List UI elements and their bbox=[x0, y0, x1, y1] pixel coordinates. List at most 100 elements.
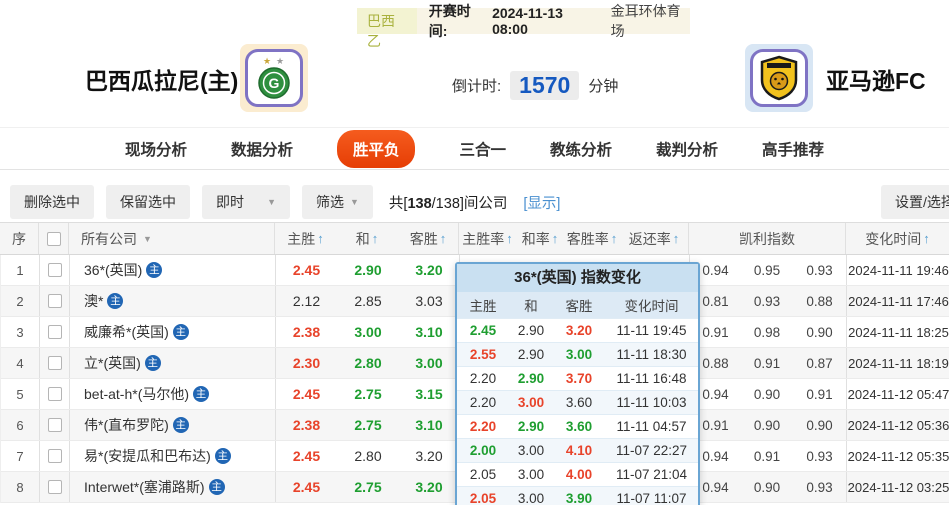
odds-home: 2.45 bbox=[292, 448, 321, 464]
home-badge-icon: 主 bbox=[208, 479, 225, 495]
change-time: 2024-11-12 05:47 bbox=[846, 379, 949, 409]
col-company[interactable]: 所有公司 ▼ bbox=[68, 223, 274, 254]
col-away-rate[interactable]: 客胜率 ↑ bbox=[566, 230, 618, 247]
col-kelly: 凯利指数 bbox=[688, 223, 845, 254]
odds-draw: 2.75 bbox=[354, 386, 382, 402]
home-team-logo[interactable]: ★ ★ G bbox=[240, 44, 308, 112]
tab-referee-analysis[interactable]: 裁判分析 bbox=[656, 141, 719, 159]
odds-home: 2.38 bbox=[292, 417, 321, 433]
popup-odds-home: 2.20 bbox=[469, 395, 497, 410]
change-time: 2024-11-12 05:36 bbox=[846, 410, 949, 440]
row-index: 5 bbox=[16, 386, 24, 402]
kelly-away: 0.91 bbox=[806, 386, 833, 402]
change-time: 2024-11-11 17:46 bbox=[846, 286, 949, 316]
kelly-away: 0.93 bbox=[806, 448, 833, 464]
caret-down-icon: ▼ bbox=[143, 233, 152, 244]
odds-away: 3.10 bbox=[415, 417, 443, 433]
home-badge-icon: 主 bbox=[172, 417, 189, 433]
kelly-away: 0.93 bbox=[806, 479, 833, 495]
home-badge-icon: 主 bbox=[107, 293, 124, 309]
home-crest-icon: ★ ★ G bbox=[245, 49, 303, 107]
col-away-odds[interactable]: 客胜 ↑ bbox=[409, 230, 447, 247]
popup-change-time: 11-11 19:45 bbox=[616, 323, 687, 338]
odds-home: 2.12 bbox=[292, 293, 321, 309]
tab-three-in-one[interactable]: 三合一 bbox=[459, 141, 506, 159]
row-checkbox[interactable] bbox=[47, 480, 62, 494]
keep-selected-button[interactable]: 保留选中 bbox=[106, 185, 190, 219]
company-name[interactable]: 威廉希*(英国) bbox=[84, 324, 169, 340]
sort-up-icon: ↑ bbox=[317, 231, 324, 246]
company-name[interactable]: 36*(英国) bbox=[84, 262, 143, 278]
popup-odds-away: 3.20 bbox=[565, 323, 593, 338]
popup-change-time: 11-11 16:48 bbox=[616, 371, 687, 386]
col-home-rate[interactable]: 主胜率 ↑ bbox=[458, 223, 516, 254]
away-team-logo[interactable] bbox=[745, 44, 813, 112]
popup-row: 2.05 3.00 3.90 11-07 11:07 bbox=[457, 486, 698, 505]
popup-row: 2.00 3.00 4.10 11-07 22:27 bbox=[457, 438, 698, 462]
company-name[interactable]: 伟*(直布罗陀) bbox=[84, 417, 169, 433]
company-name[interactable]: Interwet*(塞浦路斯) bbox=[84, 479, 205, 495]
popup-row: 2.20 2.90 3.70 11-11 16:48 bbox=[457, 366, 698, 390]
popup-odds-home: 2.20 bbox=[469, 419, 497, 434]
change-time: 2024-11-12 05:35 bbox=[846, 441, 949, 471]
popup-odds-home: 2.05 bbox=[469, 467, 497, 482]
company-name[interactable]: 易*(安提瓜和巴布达) bbox=[84, 448, 211, 464]
row-index: 2 bbox=[16, 293, 24, 309]
popup-col-home: 主胜 bbox=[469, 299, 497, 314]
odds-draw: 2.80 bbox=[354, 448, 382, 464]
odds-draw: 2.80 bbox=[354, 355, 382, 371]
row-checkbox[interactable] bbox=[47, 449, 62, 463]
popup-row: 2.55 2.90 3.00 11-11 18:30 bbox=[457, 342, 698, 366]
odds-away: 3.10 bbox=[415, 324, 443, 340]
analysis-tabbar: 现场分析 数据分析 胜平负 三合一 教练分析 裁判分析 高手推荐 bbox=[0, 127, 949, 170]
odds-home: 2.30 bbox=[292, 355, 321, 371]
instant-dropdown[interactable]: 即时 ▼ bbox=[202, 185, 290, 219]
col-return-rate[interactable]: 返还率 ↑ bbox=[628, 230, 680, 247]
row-checkbox[interactable] bbox=[47, 263, 62, 277]
odds-away: 3.20 bbox=[415, 262, 443, 278]
caret-down-icon: ▼ bbox=[267, 197, 276, 207]
tab-expert-recommend[interactable]: 高手推荐 bbox=[762, 141, 825, 159]
row-checkbox[interactable] bbox=[47, 418, 62, 432]
league-badge[interactable]: 巴西乙 bbox=[357, 8, 417, 49]
select-all-checkbox[interactable] bbox=[46, 231, 61, 246]
tab-live-analysis[interactable]: 现场分析 bbox=[124, 141, 187, 159]
odds-away: 3.20 bbox=[415, 479, 443, 495]
row-checkbox[interactable] bbox=[47, 294, 62, 308]
kelly-away: 0.87 bbox=[806, 355, 833, 371]
company-name[interactable]: 立*(英国) bbox=[84, 355, 141, 371]
popup-odds-home: 2.55 bbox=[469, 347, 497, 362]
col-home-odds[interactable]: 主胜 ↑ bbox=[274, 223, 336, 254]
tab-coach-analysis[interactable]: 教练分析 bbox=[550, 141, 613, 159]
popup-odds-away: 3.90 bbox=[565, 491, 593, 505]
col-change-time[interactable]: 变化时间 ↑ bbox=[845, 223, 949, 254]
popup-odds-home: 2.20 bbox=[469, 371, 497, 386]
odds-away: 3.00 bbox=[415, 355, 443, 371]
odds-home: 2.45 bbox=[292, 386, 321, 402]
row-checkbox[interactable] bbox=[47, 325, 62, 339]
select-all-cell bbox=[38, 223, 68, 254]
tab-data-analysis[interactable]: 数据分析 bbox=[230, 141, 293, 159]
company-name[interactable]: 澳* bbox=[84, 293, 104, 309]
company-name[interactable]: bet-at-h*(马尔他) bbox=[84, 386, 190, 402]
row-checkbox[interactable] bbox=[47, 356, 62, 370]
sort-up-icon: ↑ bbox=[506, 231, 513, 246]
svg-text:G: G bbox=[269, 75, 280, 91]
show-link[interactable]: [显示] bbox=[523, 195, 561, 212]
venue: 金耳环体育场 bbox=[610, 3, 681, 39]
odds-home: 2.45 bbox=[292, 479, 321, 495]
popup-col-draw: 和 bbox=[524, 299, 538, 314]
odds-draw: 2.75 bbox=[354, 417, 382, 433]
odds-away: 3.20 bbox=[415, 448, 443, 464]
settings-select-button[interactable]: 设置/选择 bbox=[881, 185, 949, 219]
svg-text:★: ★ bbox=[276, 56, 284, 66]
away-crest-icon bbox=[750, 49, 808, 107]
filter-dropdown[interactable]: 筛选 ▼ bbox=[302, 185, 373, 219]
delete-selected-button[interactable]: 删除选中 bbox=[10, 185, 94, 219]
row-checkbox[interactable] bbox=[47, 387, 62, 401]
kelly-draw: 0.90 bbox=[753, 479, 781, 495]
col-draw-rate[interactable]: 和率 ↑ bbox=[521, 230, 559, 247]
col-draw-odds[interactable]: 和 ↑ bbox=[355, 230, 379, 247]
tab-win-draw-loss[interactable]: 胜平负 bbox=[336, 129, 416, 168]
svg-text:★: ★ bbox=[263, 56, 271, 66]
